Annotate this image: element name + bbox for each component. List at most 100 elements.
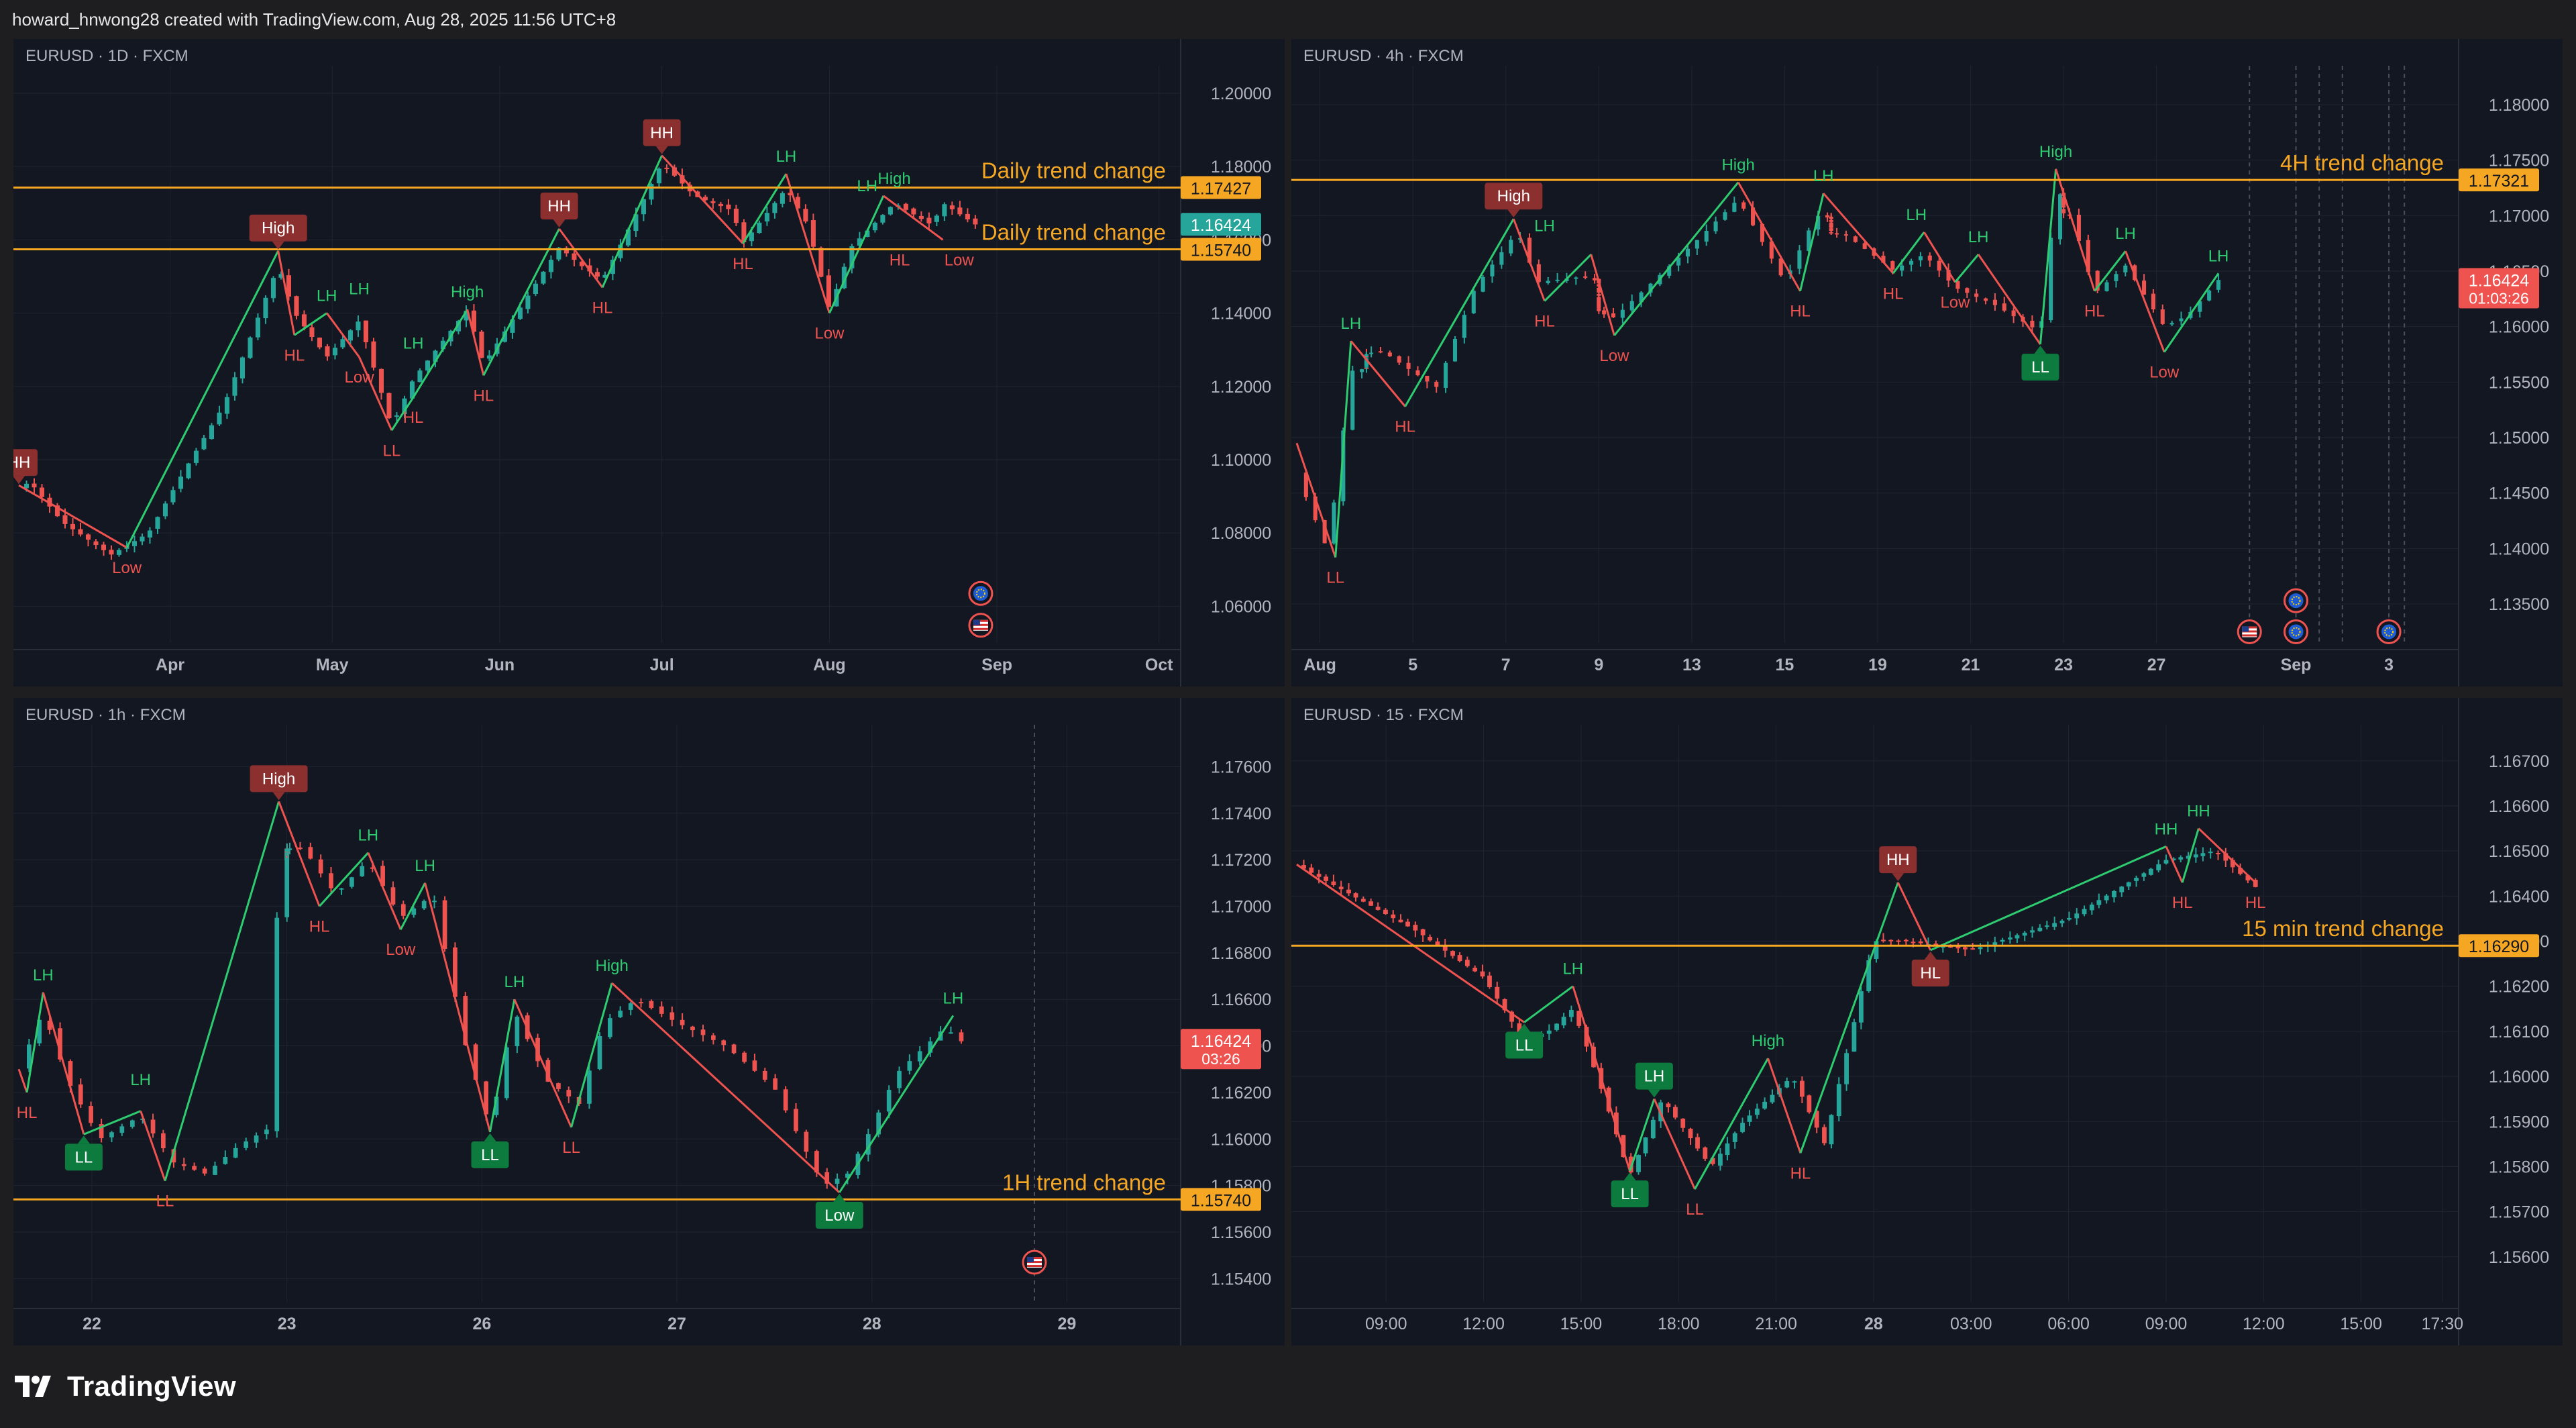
candle-body [62,515,68,524]
price-tick-label: 1.16600 [1211,990,1271,1009]
candle [232,372,237,401]
pivot-label-text: LH [1968,228,1989,246]
candle [773,1074,777,1090]
candle [1444,361,1448,393]
time-tick-label: 23 [2054,656,2073,674]
candle [810,213,816,250]
candle-body [340,339,345,348]
candle [1918,938,1923,945]
pivot-box-pointer [272,241,284,250]
candle [607,1014,612,1039]
candle [301,310,307,331]
candle-body [1434,382,1439,387]
candle [1490,260,1495,283]
candle-body [2216,280,2221,290]
chart-canvas[interactable]: 1.167001.166001.165001.164001.163001.162… [1291,698,2563,1345]
zigzag-segment [1296,864,1525,1023]
pivot-label-text: LH [317,287,337,305]
us-flag-stripe [973,619,988,622]
candle-body [2178,857,2184,860]
candle-body [1807,230,1811,251]
time-tick-label: Jun [485,656,515,674]
chart-canvas[interactable]: 1.200001.180001.160001.140001.120001.100… [13,39,1285,686]
candle [2030,926,2035,938]
candle [1825,212,1830,222]
candle-body [1650,1119,1656,1139]
candle [942,202,947,221]
panel-eurusd-1h[interactable]: 1.17600 1.17400 1.17200 1.17000 1.16800 1.166… [13,698,1285,1345]
candle-body [453,947,458,997]
candle [239,356,246,384]
candle [1807,1094,1812,1114]
candle [1835,227,1839,238]
candle [710,198,716,209]
candle-body [2230,860,2235,868]
pivot-label-text: LH [415,857,435,875]
candle-body [824,1172,830,1184]
candle-body [865,1134,871,1155]
panel-eurusd-daily[interactable]: 1.200001.180001.160001.140001.120001.100… [13,39,1285,686]
tradingview-brand[interactable]: TradingView [13,1369,236,1404]
candle [888,206,893,216]
candle-body [417,370,423,382]
us-flag-stripe [2242,630,2257,633]
candle-body [2151,293,2155,310]
pivot-label-text: High [451,283,484,301]
candle [564,246,569,257]
candle [308,842,313,860]
candle-body [533,283,538,295]
candle-body [294,296,299,316]
candle-body [1502,999,1507,1011]
candle-body [270,278,276,299]
candle [602,271,608,278]
chart-canvas[interactable]: 1.180001.175001.170001.165001.160001.155… [1291,39,2563,686]
candle [818,246,824,278]
candle-body [1561,1017,1566,1026]
candle [2074,908,2080,925]
candle [2163,854,2169,865]
candle-body [119,1126,125,1133]
price-tick-label: 1.17000 [2489,207,2549,225]
us-event-icon [968,613,994,638]
pivot-label-text: Low [2149,364,2180,382]
candle [1509,236,1513,256]
candle [1903,938,1909,946]
candle-body [309,327,315,337]
candle [1937,256,1941,277]
candle [504,1044,509,1101]
chart-canvas[interactable]: 1.17600 1.17400 1.17200 1.17000 1.16800 1.166… [13,698,1285,1345]
candle [287,842,292,855]
candle-body [1713,221,1718,232]
candle [1620,303,1625,324]
zigzag-lines [1295,168,2220,558]
candle [421,899,427,911]
panel-eurusd-4h[interactable]: 1.180001.175001.170001.165001.160001.155… [1291,39,2563,686]
level-annotation: Daily trend change [981,158,1166,183]
time-tick-label: Aug [1303,656,1336,674]
candle [1843,230,1848,242]
candle-body [2169,323,2174,325]
candle [371,338,376,371]
candle [690,1025,695,1037]
chart-title: EURUSD · 4h · FXCM [1303,47,1464,65]
candle [907,1054,912,1075]
candle-body [233,1148,238,1158]
candle [1725,1137,1730,1161]
pivot-label-text: LL [481,1146,499,1164]
zigzag-segment [466,309,485,376]
zigzag-segment [2094,250,2127,292]
candle-body [1517,1023,1522,1033]
current-price-badge [2459,268,2539,309]
price-tick-label: 1.16000 [2489,318,2549,337]
pivot-box [1879,846,1917,874]
pivot-label-text: HL [1395,418,1415,436]
candle [1639,291,1644,307]
candle-body [934,215,939,222]
pivot-label-text: High [2039,143,2072,161]
candle-body [85,534,91,540]
candle-body [150,1119,156,1134]
candle [2057,193,2063,245]
panel-eurusd-15m[interactable]: 1.167001.166001.165001.164001.163001.162… [1291,698,2563,1345]
candle-body [2160,309,2165,324]
